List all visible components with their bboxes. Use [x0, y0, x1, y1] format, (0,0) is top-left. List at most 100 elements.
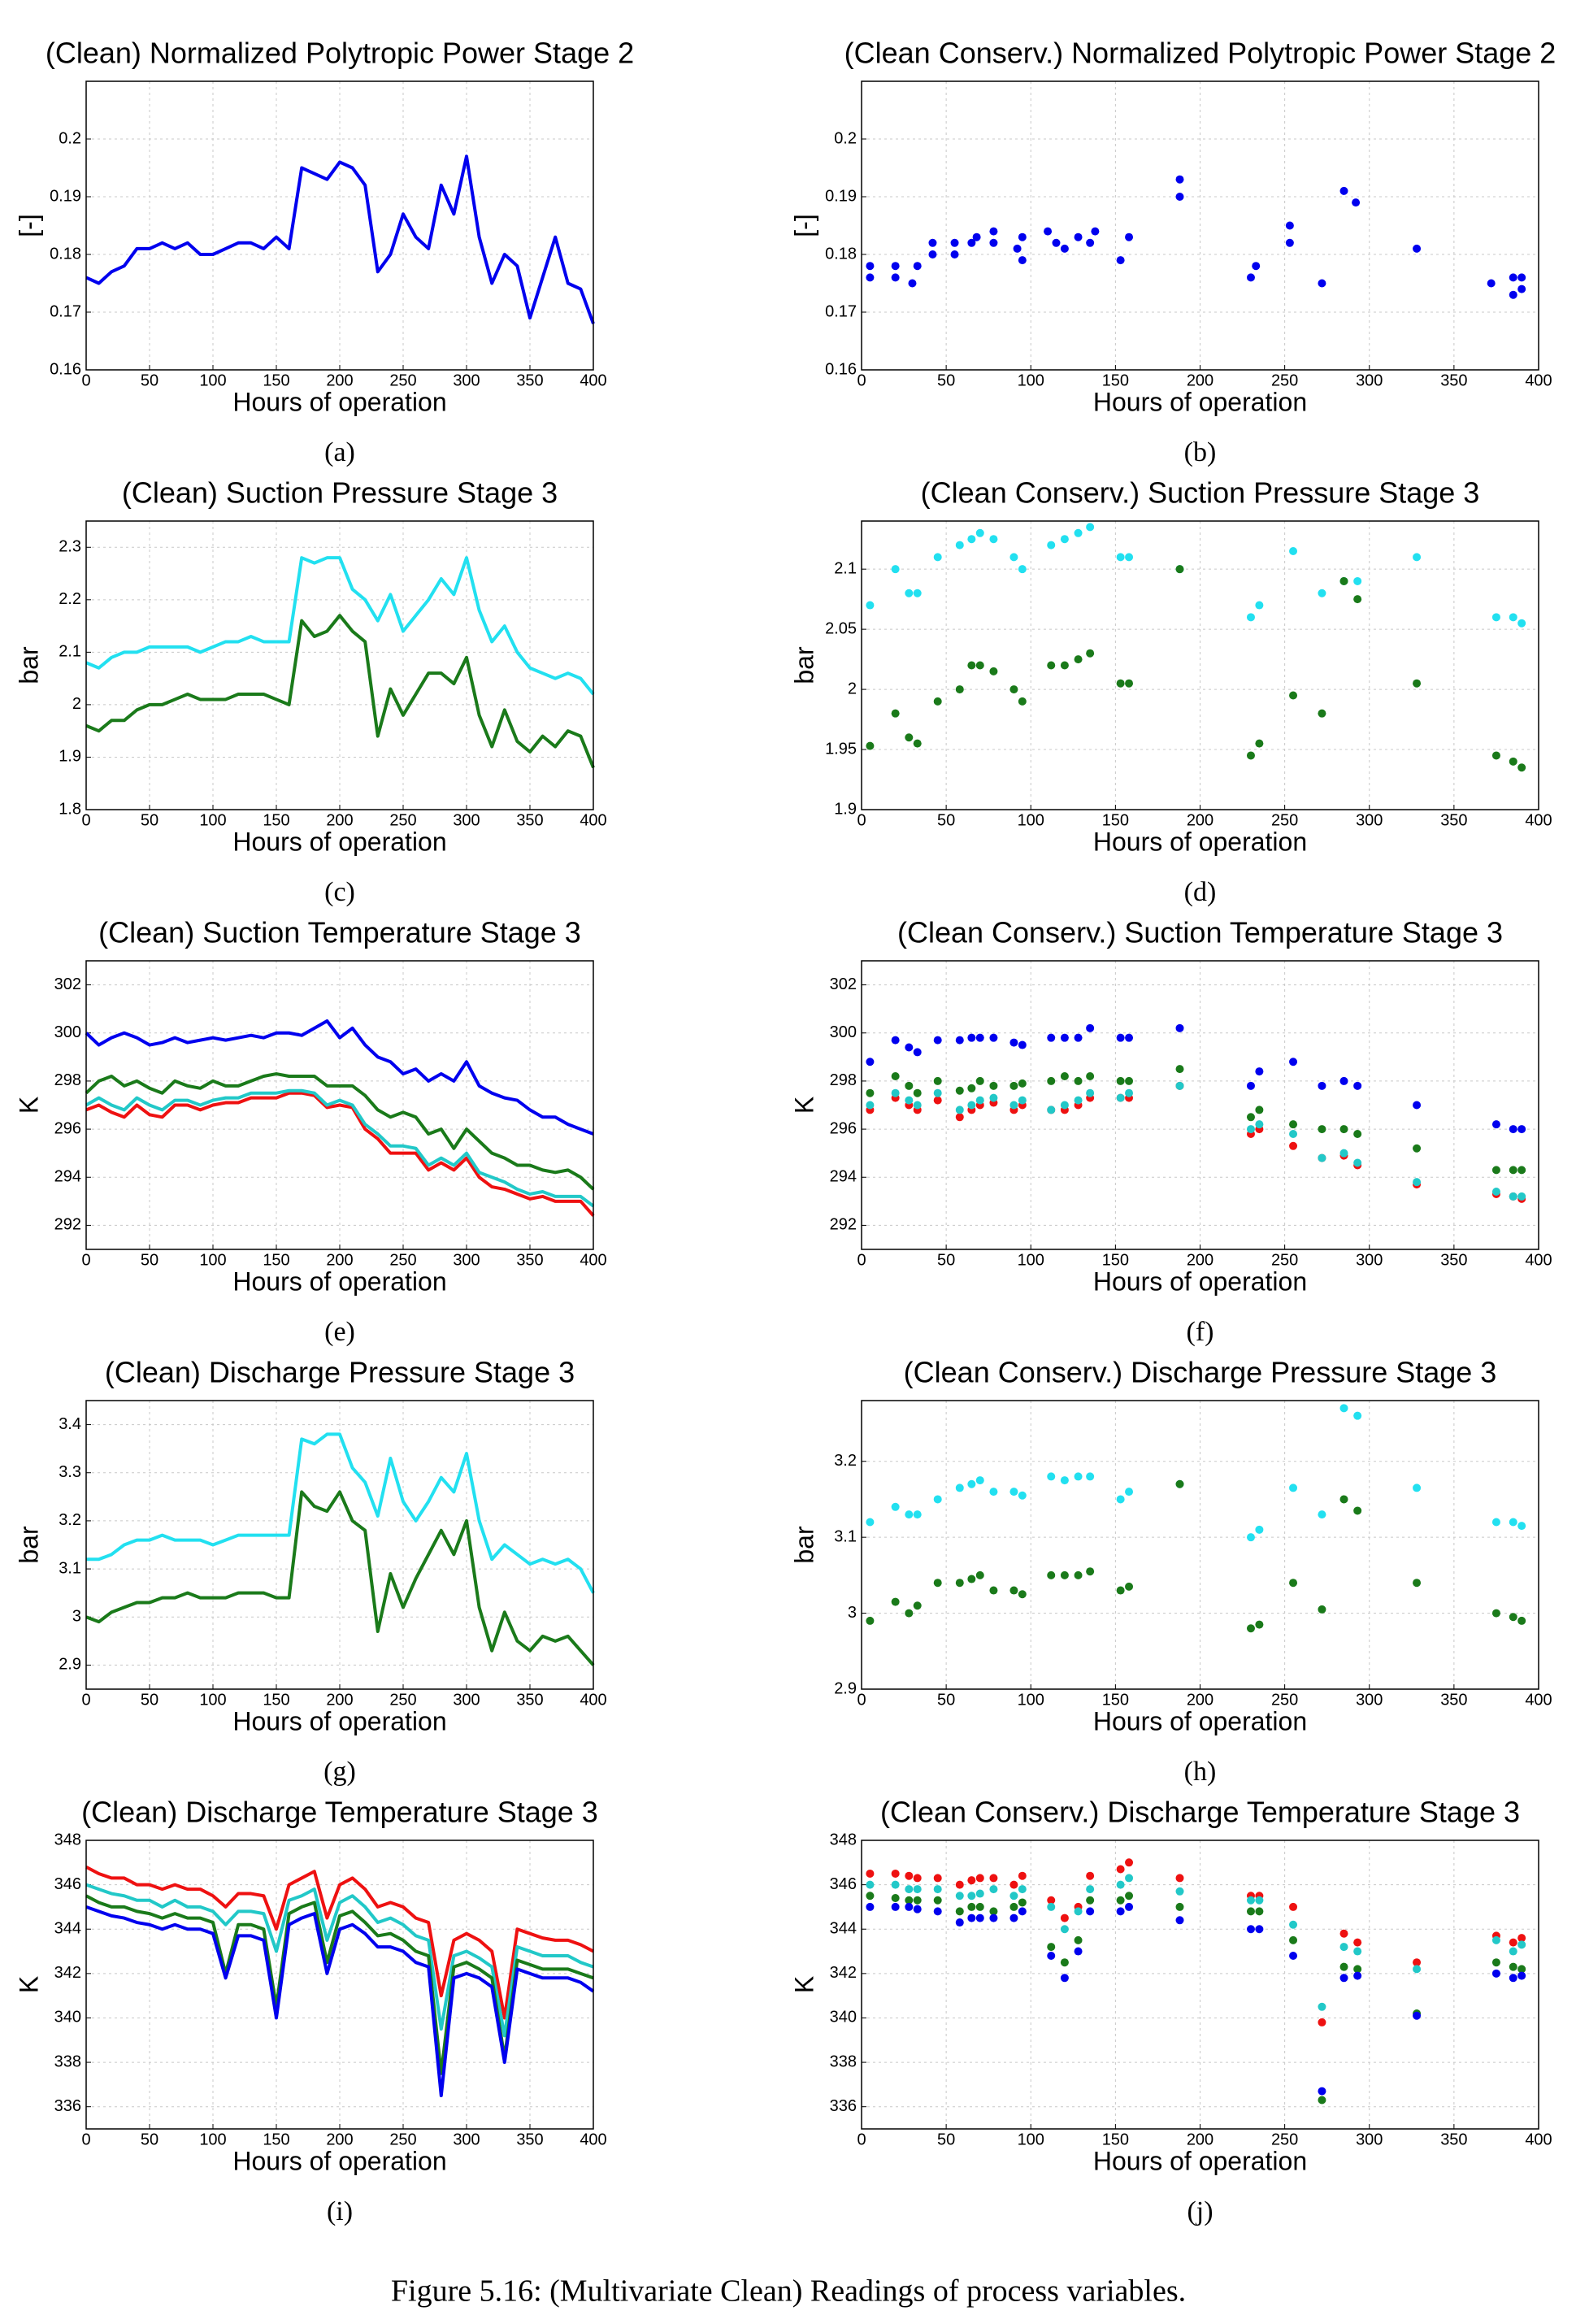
y-tick-label: 0.2: [59, 129, 81, 147]
x-tick-label: 150: [263, 371, 289, 389]
data-point: [913, 1088, 922, 1097]
data-point: [1125, 679, 1134, 688]
axes-frame: [85, 80, 594, 371]
x-tick-label: 0: [81, 371, 90, 389]
x-axis-label: Hours of operation: [232, 827, 446, 856]
subplot-label: (j): [1187, 2196, 1213, 2226]
data-point: [1175, 1874, 1184, 1883]
x-tick-label: 150: [263, 811, 289, 829]
x-tick-label: 0: [81, 1691, 90, 1709]
x-tick-label: 150: [1102, 2131, 1129, 2148]
data-point: [989, 1586, 998, 1595]
x-tick-label: 350: [1440, 811, 1467, 829]
subplot-label: (f): [1187, 1317, 1214, 1347]
data-point: [955, 1086, 964, 1095]
x-tick-label: 250: [1271, 1251, 1298, 1269]
data-point: [1047, 1896, 1056, 1905]
data-point: [1413, 1144, 1422, 1153]
data-point: [1517, 1940, 1526, 1949]
data-point: [1339, 1974, 1348, 1983]
x-axis-label: Hours of operation: [1093, 387, 1307, 416]
x-tick-label: 50: [937, 1251, 955, 1269]
chart-title: (Clean) Discharge Pressure Stage 3: [105, 1356, 575, 1389]
data-point: [1318, 2087, 1326, 2096]
x-tick-label: 350: [1440, 1251, 1467, 1269]
data-point: [1509, 1613, 1517, 1622]
data-point: [1509, 273, 1517, 282]
data-point: [928, 250, 937, 258]
data-point: [1116, 1865, 1125, 1874]
data-point: [913, 1905, 922, 1913]
data-point: [891, 1902, 900, 1911]
y-axis-label: bar: [789, 1526, 818, 1564]
data-point: [1086, 1472, 1095, 1481]
data-point: [1116, 1076, 1125, 1085]
axes-frame: [861, 520, 1539, 810]
data-point: [905, 1885, 914, 1894]
y-tick-label: 340: [54, 2009, 81, 2026]
data-point: [913, 1510, 922, 1519]
subplot-label: (e): [324, 1317, 355, 1347]
y-tick-label: 300: [830, 1023, 857, 1041]
data-point: [955, 541, 964, 550]
x-tick-label: 400: [580, 371, 606, 389]
y-tick-label: 342: [54, 1964, 81, 1982]
chart-title: (Clean) Suction Temperature Stage 3: [98, 916, 581, 949]
y-tick-label: 0.19: [825, 187, 857, 205]
data-point: [1009, 1892, 1018, 1900]
y-tick-label: 3.2: [834, 1452, 857, 1470]
data-point: [1013, 244, 1022, 253]
data-point: [1246, 1907, 1255, 1916]
data-point: [1289, 691, 1298, 700]
data-point: [1246, 613, 1255, 622]
data-point: [908, 279, 917, 288]
data-point: [905, 1609, 914, 1618]
data-point: [1009, 1488, 1018, 1496]
data-point: [933, 1907, 942, 1916]
data-point: [1018, 565, 1027, 574]
data-point: [1509, 1518, 1517, 1527]
data-point: [1018, 1590, 1027, 1599]
data-point: [1252, 262, 1261, 271]
data-point: [1060, 1913, 1069, 1922]
x-tick-label: 200: [1187, 811, 1213, 829]
subplot: 0 50 100 150 200 250 300 350 400 0.16 0.17 0.18 0.19…: [789, 37, 1556, 467]
y-tick-label: 336: [830, 2097, 857, 2115]
data-point: [1517, 1192, 1526, 1201]
subplot: 0 50 100 150 200 250 300 350 400 336 338 340 342 344 3…: [14, 1796, 606, 2226]
y-tick-label: 3.4: [59, 1415, 81, 1433]
data-point: [1246, 273, 1255, 282]
data-point: [933, 1495, 942, 1504]
data-point: [955, 1880, 964, 1889]
data-point: [933, 553, 942, 562]
y-tick-label: 1.9: [59, 748, 81, 766]
data-point: [905, 733, 914, 742]
x-tick-label: 100: [1018, 1691, 1044, 1709]
data-point: [975, 1874, 984, 1883]
data-point: [866, 1058, 875, 1066]
data-point: [1018, 1907, 1027, 1916]
data-point: [1289, 1483, 1298, 1492]
x-tick-label: 300: [453, 1251, 480, 1269]
data-point: [1246, 1896, 1255, 1905]
data-point: [955, 1106, 964, 1114]
y-tick-label: 346: [830, 1875, 857, 1893]
x-tick-label: 200: [326, 1691, 353, 1709]
data-point: [955, 685, 964, 694]
subplot-label: (h): [1184, 1757, 1217, 1787]
data-point: [1175, 1916, 1184, 1925]
data-point: [1091, 227, 1100, 236]
x-tick-label: 200: [326, 2131, 353, 2148]
data-point: [1517, 273, 1526, 282]
y-tick-label: 2.3: [59, 538, 81, 556]
data-point: [1517, 1971, 1526, 1980]
data-point: [1517, 1166, 1526, 1175]
x-tick-label: 200: [326, 1251, 353, 1269]
data-point: [1339, 1929, 1348, 1938]
data-point: [1352, 198, 1361, 207]
data-point: [891, 565, 900, 574]
data-point: [1255, 1907, 1264, 1916]
data-point: [1353, 1506, 1362, 1515]
data-point: [1116, 1880, 1125, 1889]
subplot: 0 50 100 150 200 250 300 350 400 0.16 0.17 0.18 0.19…: [14, 37, 634, 467]
